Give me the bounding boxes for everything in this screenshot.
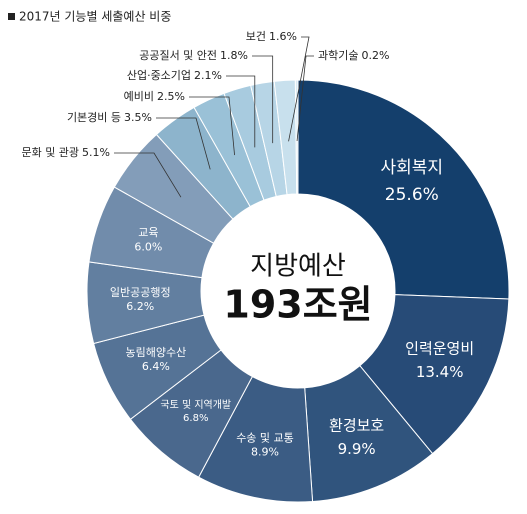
- slice-label: 교육: [138, 226, 158, 239]
- slice-label: 예비비: [124, 90, 154, 103]
- leader-line: [226, 75, 256, 148]
- slice-label: 보건: [246, 30, 266, 43]
- outside-label: 기본경비 등 3.5%: [67, 111, 152, 124]
- slice-label: 수송 및 교통: [236, 431, 294, 444]
- slice-label: 환경보호: [329, 416, 384, 434]
- donut-hole: [202, 195, 394, 387]
- slice-value: 0.2%: [361, 49, 389, 62]
- slice-value: 6.4%: [142, 360, 170, 373]
- slice-value: 9.9%: [338, 440, 376, 458]
- slice-label: 공공질서 및 안전: [139, 49, 217, 62]
- leader-line: [156, 117, 211, 170]
- donut-slice: [294, 79, 299, 195]
- chart-title: 2017년 기능별 세출예산 비중: [19, 10, 171, 24]
- slice-value: 6.8%: [183, 413, 208, 424]
- slice-label: 과학기술: [318, 49, 358, 62]
- slice-value: 6.2%: [126, 300, 154, 313]
- leader-line: [288, 36, 310, 142]
- center-label: 193조원: [223, 283, 372, 327]
- leader-line: [189, 96, 235, 156]
- slice-value: 3.5%: [124, 111, 152, 124]
- slice-label: 사회복지: [381, 158, 444, 178]
- donut-slice: [297, 79, 510, 300]
- slice-label: 국토 및 지역개발: [160, 399, 231, 411]
- slice-value: 2.5%: [157, 90, 185, 103]
- donut-slice: [359, 294, 510, 455]
- slice-value: 6.0%: [134, 240, 162, 253]
- outside-label: 문화 및 관광 5.1%: [21, 146, 110, 159]
- outside-label: 보건 1.6%: [246, 30, 297, 43]
- slice-value: 2.1%: [194, 69, 222, 82]
- title-bullet: [8, 13, 15, 20]
- slice-value: 1.8%: [220, 49, 248, 62]
- slice-label: 산업·중소기업: [127, 69, 191, 82]
- leader-line: [114, 152, 182, 198]
- slice-value: 8.9%: [251, 446, 279, 459]
- outside-label: 과학기술 0.2%: [318, 49, 389, 62]
- slice-value: 5.1%: [82, 146, 110, 159]
- center-label: 지방예산: [250, 252, 346, 282]
- leader-line: [252, 55, 274, 144]
- slice-value: 13.4%: [416, 363, 464, 381]
- slice-value: 1.6%: [269, 30, 297, 43]
- slice-value: 25.6%: [385, 185, 439, 205]
- leader-line: [296, 55, 314, 142]
- slice-label: 문화 및 관광: [21, 146, 79, 159]
- slice-label: 농림해양수산: [126, 345, 187, 359]
- outside-label: 산업·중소기업 2.1%: [127, 69, 222, 82]
- outside-label: 예비비 2.5%: [124, 90, 185, 103]
- slice-label: 기본경비 등: [67, 111, 121, 124]
- slice-label: 인력운영비: [405, 340, 474, 358]
- slice-label: 일반공공행정: [110, 285, 171, 299]
- outside-label: 공공질서 및 안전 1.8%: [139, 49, 248, 62]
